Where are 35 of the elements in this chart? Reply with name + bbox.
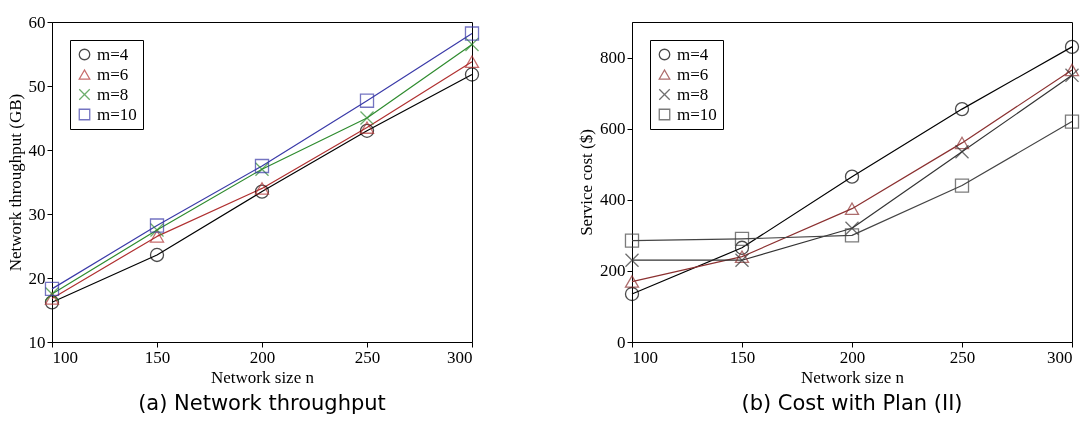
y-axis-title: Network throughput (GB) (5, 93, 25, 272)
x-tick-label: 200 (249, 347, 276, 367)
x-tick-label: 150 (729, 347, 756, 367)
text: (a) Network throughput (138, 391, 386, 415)
y-tick-label: 600 (600, 119, 626, 139)
legend-label: m=8 (97, 84, 129, 104)
y-tick-label: 200 (600, 261, 626, 281)
y-tick-label: 0 (617, 332, 626, 352)
x-tick-label: 250 (354, 347, 381, 367)
y-tick-label: 60 (28, 12, 46, 32)
x-tick-label: 100 (632, 347, 658, 367)
x-tick-label: 300 (1047, 347, 1073, 367)
y-axis-title: Service cost ($) (577, 129, 596, 236)
y-tick-label: 20 (28, 268, 46, 288)
legend-label: m=4 (97, 44, 129, 64)
legend-label: m=10 (677, 104, 717, 124)
x-tick-label: 250 (949, 347, 976, 367)
y-tick-label: 800 (600, 48, 626, 68)
y-tick-label: 400 (600, 190, 626, 210)
x-tick-label: 150 (144, 347, 171, 367)
x-tick-label: 300 (447, 347, 473, 367)
legend-label: m=8 (677, 84, 709, 104)
legend-label: m=10 (97, 104, 137, 124)
y-tick-label: 10 (28, 332, 46, 352)
x-tick-label: 100 (52, 347, 78, 367)
legend-label: m=6 (97, 64, 129, 84)
legend-label: m=6 (677, 64, 709, 84)
y-tick-label: 30 (28, 204, 46, 224)
y-tick-label: 50 (28, 76, 46, 96)
y-tick-label: 40 (28, 140, 46, 160)
text: (b) Cost with Plan (II) (741, 391, 963, 415)
x-tick-label: 200 (839, 347, 866, 367)
x-axis-title: Network size n (211, 367, 315, 387)
legend-label: m=4 (677, 44, 709, 64)
x-axis-title: Network size n (801, 367, 905, 387)
